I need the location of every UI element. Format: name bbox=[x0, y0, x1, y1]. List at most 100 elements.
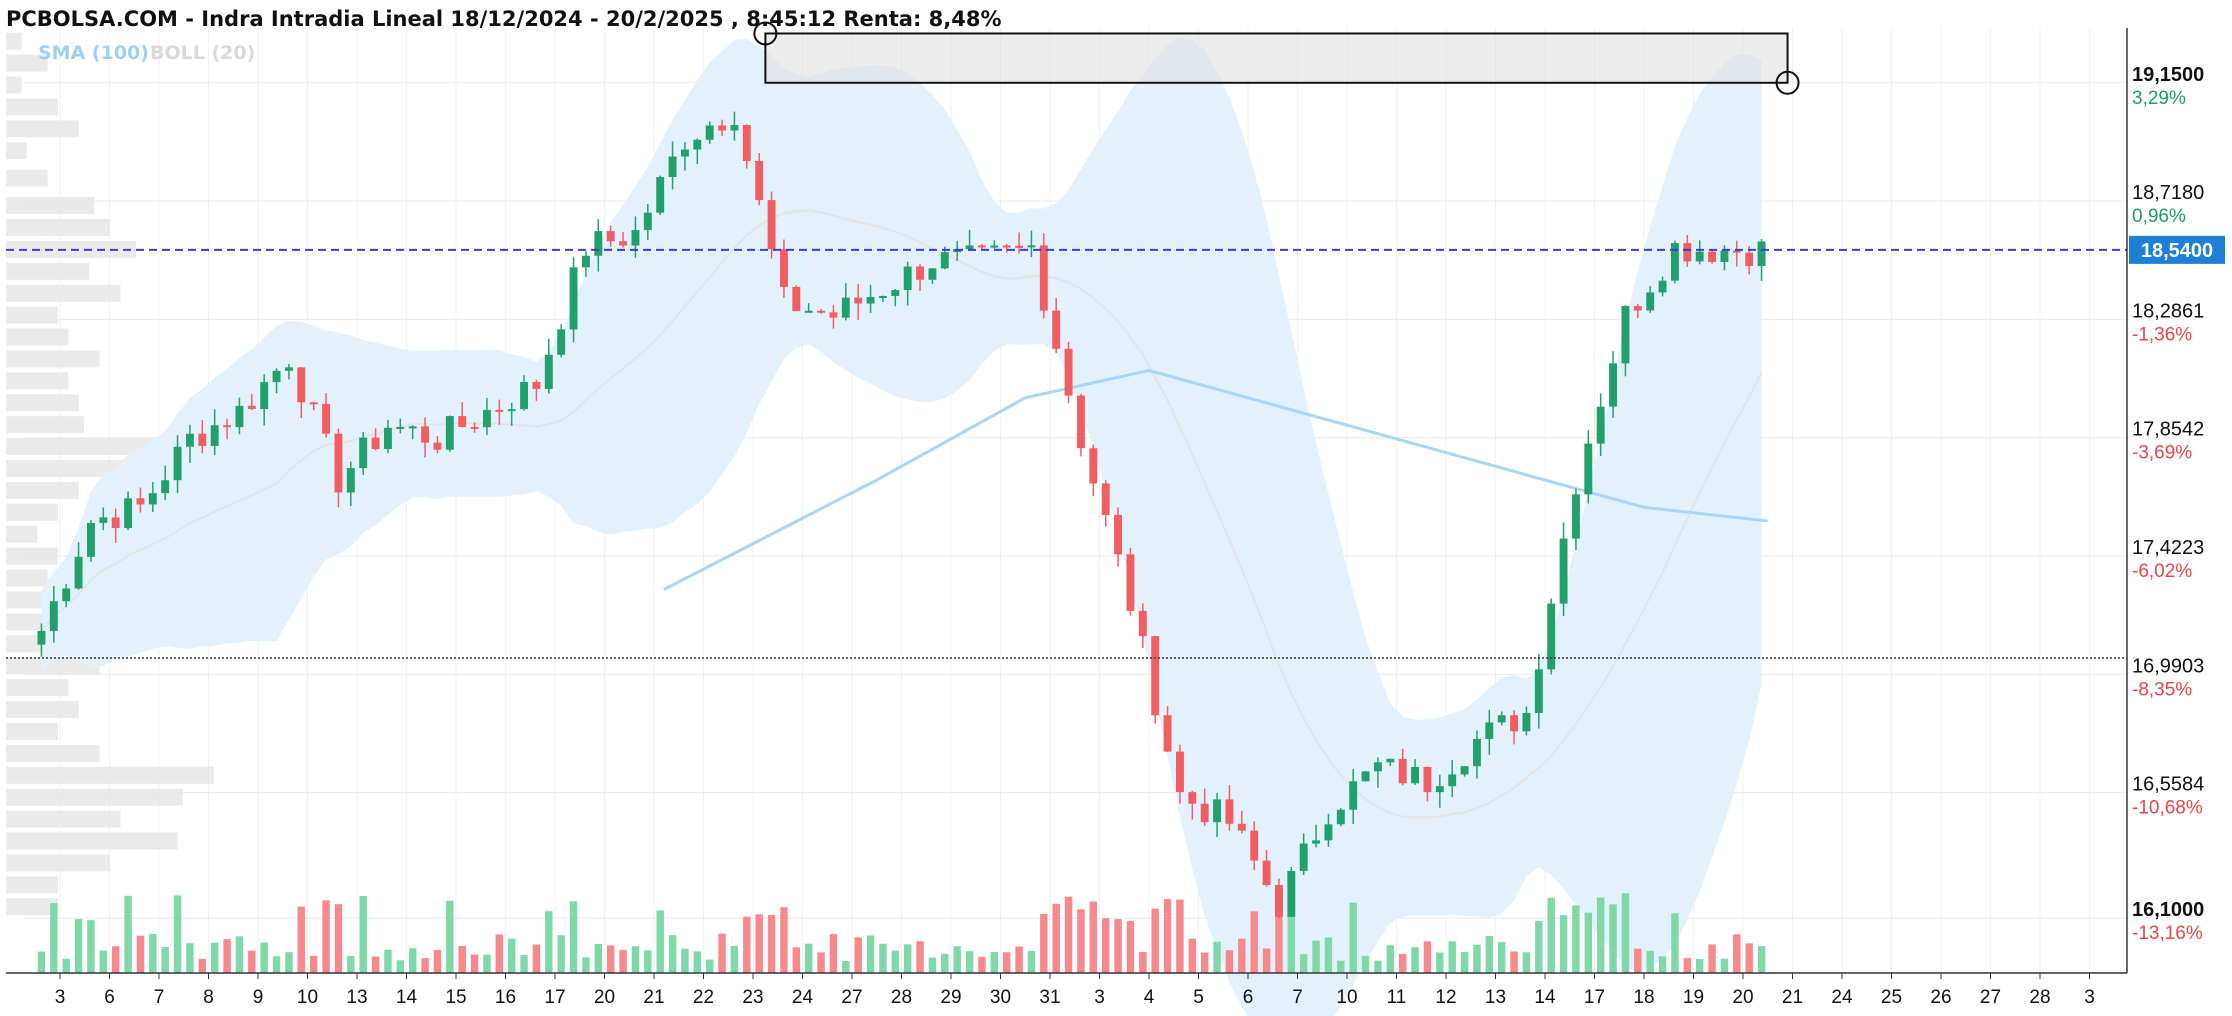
candle-body bbox=[1522, 712, 1531, 732]
volume-bar bbox=[1262, 948, 1271, 973]
volume-profile-bar bbox=[6, 416, 84, 434]
volume-bar bbox=[1349, 902, 1357, 973]
candle-body bbox=[730, 125, 739, 131]
candle-body bbox=[1002, 245, 1011, 248]
price-tick-label: 18,7180 bbox=[2132, 182, 2204, 204]
x-tick-label: 15 bbox=[445, 987, 466, 1008]
x-tick-label: 18 bbox=[1633, 987, 1654, 1008]
candle-body bbox=[569, 267, 578, 330]
candle-body bbox=[1497, 715, 1506, 723]
volume-profile-bar bbox=[6, 854, 110, 872]
volume-profile-bar bbox=[6, 701, 79, 719]
candle-body bbox=[235, 405, 244, 428]
volume-bar bbox=[879, 943, 887, 973]
candle-body bbox=[1188, 792, 1197, 804]
price-tick-label: 16,9903 bbox=[2132, 655, 2204, 677]
x-tick-label: 3 bbox=[1094, 987, 1105, 1008]
volume-bar bbox=[1361, 955, 1370, 973]
volume-bar bbox=[260, 942, 268, 973]
volume-bar bbox=[1522, 952, 1531, 973]
volume-bar bbox=[458, 945, 466, 973]
volume-bar bbox=[1497, 942, 1506, 973]
volume-profile-bar bbox=[6, 350, 100, 368]
percent-tick-label: 3,29% bbox=[2132, 88, 2186, 109]
volume-bar bbox=[842, 960, 850, 973]
volume-bar bbox=[705, 959, 714, 973]
volume-bar bbox=[1151, 908, 1159, 973]
candle-body bbox=[1732, 250, 1741, 253]
candle-body bbox=[49, 601, 58, 631]
volume-profile-bar bbox=[6, 503, 58, 521]
volume-bar bbox=[1287, 893, 1296, 973]
x-tick-label: 9 bbox=[253, 987, 264, 1008]
volume-bar bbox=[1559, 915, 1568, 973]
volume-bar bbox=[359, 895, 367, 973]
candle-body bbox=[718, 125, 727, 131]
candle-body bbox=[1646, 292, 1655, 311]
candle-body bbox=[965, 245, 974, 250]
volume-bar bbox=[37, 951, 46, 973]
x-tick-label: 8 bbox=[203, 987, 214, 1008]
volume-bar bbox=[755, 914, 763, 973]
candle-body bbox=[1571, 494, 1580, 539]
candle-body bbox=[223, 425, 232, 428]
percent-tick-label: -10,68% bbox=[2132, 798, 2203, 819]
volume-bar bbox=[644, 950, 652, 973]
volume-profile-bar bbox=[6, 547, 58, 565]
candle-body bbox=[1708, 251, 1717, 263]
volume-bar bbox=[532, 944, 541, 973]
legend-sma[interactable]: SMA (100) bbox=[38, 42, 149, 64]
volume-bar bbox=[1163, 898, 1172, 973]
volume-bar bbox=[1188, 938, 1197, 973]
candle-body bbox=[136, 498, 145, 505]
volume-profile-bar bbox=[6, 169, 48, 187]
volume-bar bbox=[941, 953, 949, 973]
candle-body bbox=[1299, 843, 1308, 871]
volume-bars bbox=[37, 893, 1766, 973]
candle-body bbox=[742, 125, 751, 161]
volume-profile-bar bbox=[6, 32, 22, 50]
volume-bar bbox=[903, 944, 912, 973]
volume-bar bbox=[693, 951, 702, 973]
candle-body bbox=[1423, 766, 1432, 793]
candle-body bbox=[916, 266, 925, 280]
volume-bar bbox=[1596, 897, 1605, 973]
volume-bar bbox=[829, 934, 838, 973]
candle-body bbox=[1621, 306, 1630, 364]
volume-profile-bar bbox=[6, 679, 69, 697]
x-tick-label: 17 bbox=[544, 987, 565, 1008]
candle-body bbox=[1559, 538, 1568, 604]
candle-body bbox=[656, 176, 665, 213]
volume-bar bbox=[1609, 904, 1617, 973]
volume-bar bbox=[1473, 944, 1481, 973]
candle-body bbox=[1373, 762, 1382, 772]
volume-bar bbox=[1238, 938, 1246, 973]
volume-profile-bar bbox=[6, 460, 136, 477]
candle-body bbox=[940, 252, 949, 269]
volume-profile-bar bbox=[6, 898, 58, 916]
volume-bar bbox=[1572, 905, 1580, 973]
volume-profile-bar bbox=[6, 262, 90, 280]
volume-profile-bar bbox=[6, 54, 48, 72]
volume-profile-bar bbox=[6, 525, 38, 543]
candle-body bbox=[1757, 241, 1766, 267]
candle-body bbox=[557, 329, 566, 355]
candle-body bbox=[977, 245, 986, 248]
volume-bar bbox=[656, 910, 664, 973]
volume-bar bbox=[210, 942, 219, 973]
candle-body bbox=[470, 426, 479, 429]
volume-profile-bar bbox=[6, 197, 95, 215]
x-tick-label: 21 bbox=[643, 987, 664, 1008]
legend-boll[interactable]: BOLL (20) bbox=[150, 42, 255, 64]
volume-profile-bar bbox=[6, 372, 69, 390]
candle-body bbox=[1151, 636, 1160, 716]
candle-body bbox=[891, 290, 900, 296]
percent-tick-label: -1,36% bbox=[2132, 324, 2192, 345]
volume-profile-bar bbox=[6, 306, 58, 324]
volume-bar bbox=[1708, 944, 1716, 973]
x-tick-label: 23 bbox=[742, 987, 763, 1008]
volume-bar bbox=[1324, 937, 1333, 973]
volume-bar bbox=[371, 956, 380, 973]
volume-bar bbox=[817, 952, 825, 973]
candle-body bbox=[173, 446, 182, 481]
